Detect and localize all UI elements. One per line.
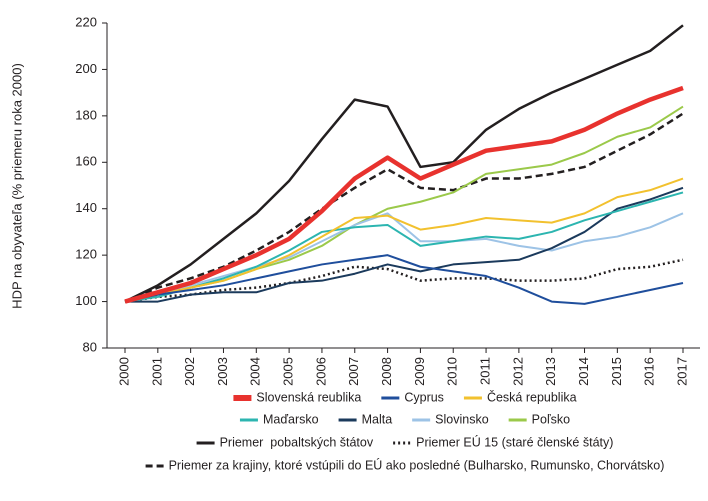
legend-label: Priemer pobaltských štátov xyxy=(220,435,374,449)
series-line xyxy=(124,85,684,304)
series-line xyxy=(124,258,684,303)
x-tick-label: 2017 xyxy=(674,357,689,386)
x-tick-label: 2012 xyxy=(510,357,525,386)
legend-row: Slovenská reublika Cyprus Česká republika xyxy=(233,389,577,404)
x-tick-label: 2000 xyxy=(116,357,131,386)
series-line xyxy=(125,186,684,303)
legend-row: Maďarsko Malta Slovinsko Poľsko xyxy=(239,412,570,426)
y-tick-label: 200 xyxy=(75,61,97,76)
x-tick-label: 2014 xyxy=(576,357,591,386)
legend-row: Priemer pobaltských štátov Priemer EÚ 15 … xyxy=(196,434,613,449)
legend-label: Slovinsko xyxy=(435,412,489,426)
x-tick-label: 2007 xyxy=(346,357,361,386)
x-tick-label: 2015 xyxy=(609,357,624,386)
legend-label: Maďarsko xyxy=(263,412,319,426)
legend-label: Priemer EÚ 15 (staré členské štáty) xyxy=(416,434,613,449)
y-tick-label: 220 xyxy=(75,14,97,29)
legend-label: Malta xyxy=(362,412,393,426)
series-line xyxy=(124,177,684,303)
x-tick-label: 2016 xyxy=(642,357,657,386)
series-line xyxy=(124,191,684,303)
series-line xyxy=(124,24,684,303)
x-tick-label: 2001 xyxy=(149,357,164,386)
series-line xyxy=(124,212,684,303)
x-tick-label: 2004 xyxy=(248,357,263,386)
y-tick-label: 120 xyxy=(75,247,97,262)
x-tick-label: 2009 xyxy=(412,357,427,386)
legend-label: Slovenská reublika xyxy=(256,390,361,404)
legend-row: Priemer za krajiny, ktoré vstúpili do EÚ… xyxy=(145,457,665,472)
x-tick-label: 2011 xyxy=(477,357,492,385)
series-line xyxy=(124,254,684,305)
series-line xyxy=(124,112,684,303)
y-tick-label: 100 xyxy=(75,293,97,308)
x-tick-label: 2003 xyxy=(215,357,230,386)
x-tick-label: 2013 xyxy=(543,357,558,386)
legend-label: Poľsko xyxy=(532,412,570,426)
y-tick-label: 160 xyxy=(75,154,97,169)
x-tick-label: 2010 xyxy=(445,357,460,386)
legend-label: Česká republika xyxy=(487,389,577,404)
y-axis-label: HDP na obyvateľa (% priemeru roka 2000) xyxy=(9,63,24,309)
legend-label: Cyprus xyxy=(404,390,444,404)
y-tick-label: 80 xyxy=(83,339,97,354)
x-tick-label: 2002 xyxy=(182,357,197,386)
x-tick-label: 2006 xyxy=(313,357,328,386)
y-tick-label: 140 xyxy=(75,200,97,215)
x-tick-label: 2005 xyxy=(281,357,296,386)
legend-label: Priemer za krajiny, ktoré vstúpili do EÚ… xyxy=(169,457,665,472)
y-tick-label: 180 xyxy=(75,107,97,122)
x-tick-label: 2008 xyxy=(379,357,394,386)
